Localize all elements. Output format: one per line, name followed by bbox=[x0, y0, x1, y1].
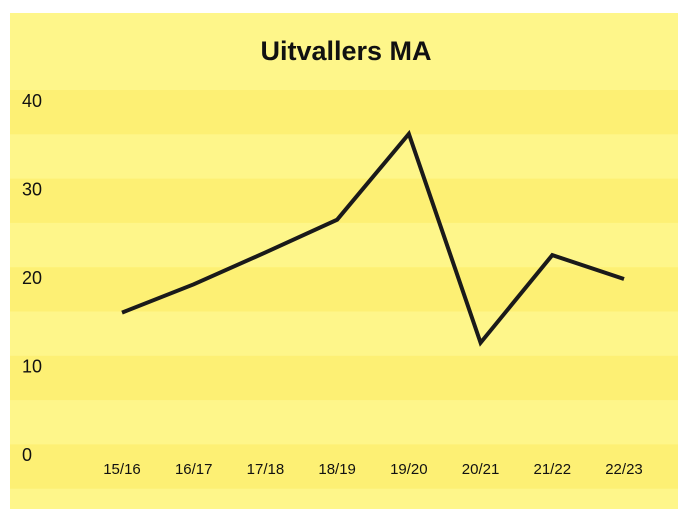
y-tick-label: 30 bbox=[22, 179, 42, 199]
y-tick-label: 40 bbox=[22, 91, 42, 111]
x-tick-label: 20/21 bbox=[462, 461, 500, 478]
x-tick-label: 16/17 bbox=[175, 461, 213, 478]
y-tick-label: 20 bbox=[22, 268, 42, 288]
band bbox=[10, 355, 678, 401]
x-tick-label: 17/18 bbox=[247, 461, 285, 478]
y-tick-label: 0 bbox=[22, 445, 32, 465]
bands bbox=[10, 90, 678, 489]
x-tick-label: 19/20 bbox=[390, 461, 428, 478]
x-tick-label: 21/22 bbox=[534, 461, 572, 478]
y-tick-label: 10 bbox=[22, 356, 42, 376]
band bbox=[10, 178, 678, 223]
x-tick-label: 22/23 bbox=[605, 461, 643, 478]
band bbox=[10, 267, 678, 312]
band bbox=[10, 90, 678, 135]
x-tick-label: 18/19 bbox=[318, 461, 356, 478]
band bbox=[10, 444, 678, 489]
x-tick-label: 15/16 bbox=[103, 461, 141, 478]
panel bbox=[10, 13, 678, 509]
line bbox=[121, 129, 625, 347]
chart-title: Uitvallers MA bbox=[260, 36, 431, 66]
